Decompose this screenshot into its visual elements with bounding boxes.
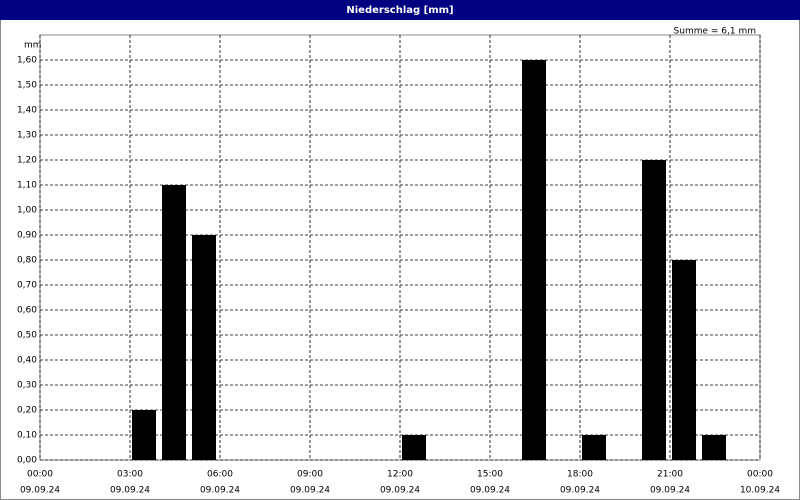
x-tick-label: 21:00 <box>657 470 683 480</box>
x-tick-date: 09.09.24 <box>560 486 600 496</box>
x-tick-label: 09:00 <box>297 470 323 480</box>
y-tick-label: 0,80 <box>17 256 37 266</box>
y-axis-label: mm <box>24 41 42 51</box>
y-tick-label: 1,40 <box>17 106 37 116</box>
y-tick-label: 0,50 <box>17 331 37 341</box>
x-tick-date: 09.09.24 <box>20 486 60 496</box>
x-tick-date: 09.09.24 <box>470 486 510 496</box>
bar <box>582 435 607 460</box>
y-tick-label: 1,00 <box>17 206 37 216</box>
y-tick-label: 0,60 <box>17 306 37 316</box>
y-tick-label: 0,40 <box>17 356 37 366</box>
title-bar <box>0 0 800 20</box>
y-tick-label: 0,10 <box>17 431 37 441</box>
x-tick-label: 03:00 <box>117 470 143 480</box>
bar <box>402 435 427 460</box>
bar <box>192 235 217 460</box>
y-tick-label: 1,30 <box>17 131 37 141</box>
bar <box>702 435 727 460</box>
y-tick-label: 1,50 <box>17 81 37 91</box>
x-tick-label: 12:00 <box>387 470 413 480</box>
bar <box>672 260 697 460</box>
y-tick-label: 0,20 <box>17 406 37 416</box>
y-tick-label: 1,60 <box>17 56 37 66</box>
y-tick-label: 1,20 <box>17 156 37 166</box>
y-tick-label: 0,00 <box>17 456 37 466</box>
x-tick-label: 15:00 <box>477 470 503 480</box>
chart-title: Niederschlag [mm] <box>346 5 453 16</box>
x-tick-date: 09.09.24 <box>650 486 690 496</box>
x-tick-label: 00:00 <box>747 470 773 480</box>
annotation: Summe = 6,1 mm <box>674 27 756 37</box>
bar <box>132 410 157 460</box>
x-tick-date: 09.09.24 <box>380 486 420 496</box>
x-tick-date: 09.09.24 <box>110 486 150 496</box>
y-tick-label: 0,90 <box>17 231 37 241</box>
bar <box>642 160 667 460</box>
x-tick-label: 00:00 <box>27 470 53 480</box>
x-tick-date: 09.09.24 <box>290 486 330 496</box>
y-tick-label: 1,10 <box>17 181 37 191</box>
x-tick-date: 10.09.24 <box>740 486 780 496</box>
y-tick-label: 0,70 <box>17 281 37 291</box>
bar <box>162 185 187 460</box>
x-tick-date: 09.09.24 <box>200 486 240 496</box>
y-tick-label: 0,30 <box>17 381 37 391</box>
bar <box>522 60 547 460</box>
x-tick-label: 06:00 <box>207 470 233 480</box>
x-tick-label: 18:00 <box>567 470 593 480</box>
